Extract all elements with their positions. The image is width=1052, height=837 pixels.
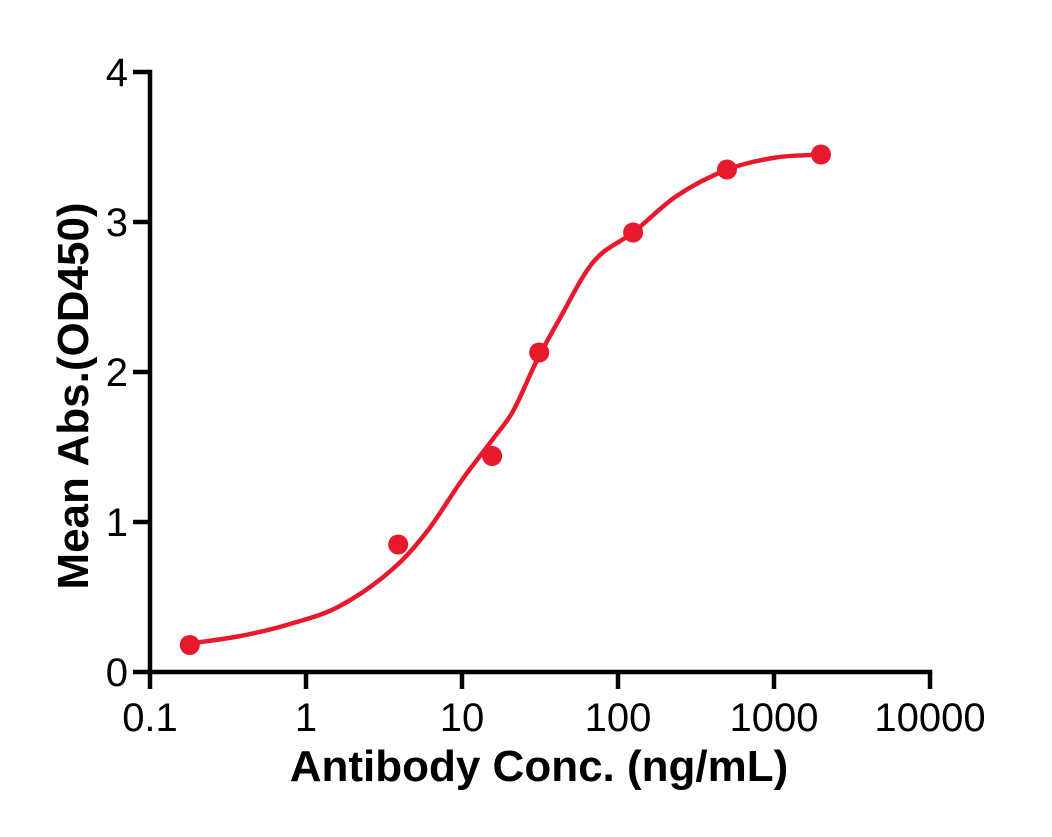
y-tick-label: 1	[106, 501, 128, 545]
data-point	[529, 342, 550, 363]
y-tick-label: 2	[106, 351, 128, 395]
y-tick-labels: 0 1 2 3 4	[106, 51, 128, 695]
fit-curve	[187, 152, 824, 646]
x-tick-label: 1000	[730, 696, 819, 740]
x-axis-title: Antibody Conc. (ng/mL)	[290, 742, 789, 791]
data-point	[811, 144, 831, 165]
data-point	[179, 635, 200, 655]
x-tick-label: 0.1	[122, 696, 178, 740]
data-point	[482, 446, 503, 466]
x-tick-label: 10	[440, 696, 485, 740]
data-point	[623, 222, 644, 243]
data-point	[717, 159, 737, 180]
y-axis-title: Mean Abs.(OD450)	[49, 202, 98, 589]
axes	[133, 69, 933, 689]
x-tick-label: 100	[585, 696, 652, 740]
y-tick-label: 3	[106, 201, 128, 245]
plot-area	[179, 144, 831, 655]
data-point	[388, 534, 409, 555]
x-tick-label: 1	[295, 696, 317, 740]
x-tick-labels: 0.1 1 10 100 1000 10000	[122, 696, 985, 740]
x-tick-label: 10000	[874, 696, 985, 740]
y-tick-label: 0	[106, 651, 128, 695]
y-tick-label: 4	[106, 51, 128, 95]
